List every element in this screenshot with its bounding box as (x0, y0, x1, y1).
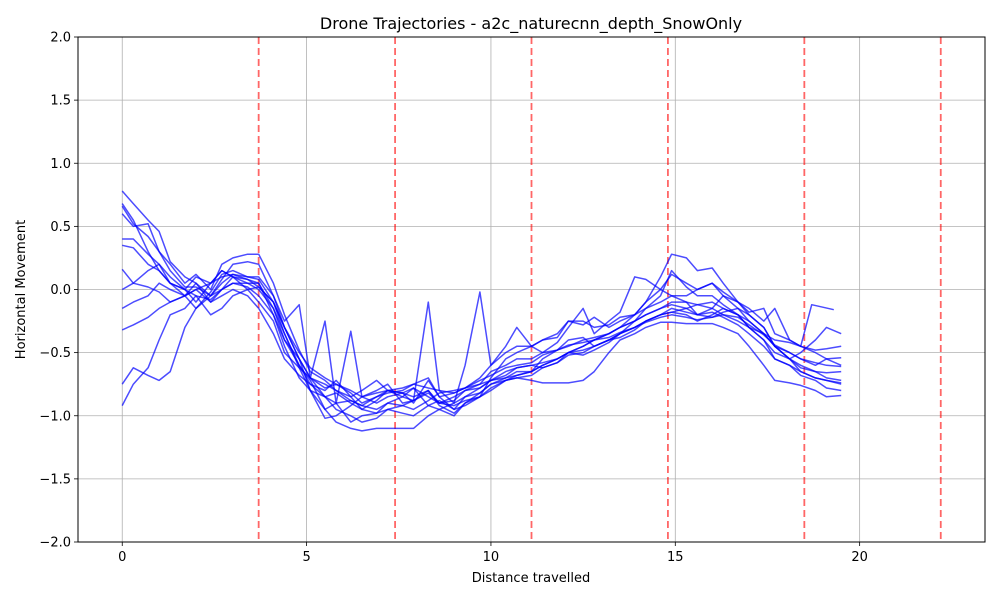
series-group (121, 190, 842, 432)
y-tick-label: 1.0 (50, 157, 71, 172)
trajectory-line (122, 238, 842, 423)
y-axis-ticks: −2.0 −1.5 −1.0 −0.5 0.0 0.5 1.0 1.5 2.0 (39, 31, 78, 551)
x-tick-label: 5 (302, 550, 310, 565)
trajectory-line (121, 263, 842, 404)
trajectory-line (121, 205, 834, 404)
trajectory-line (121, 273, 842, 398)
trajectory-line (121, 268, 842, 407)
y-tick-label: 2.0 (50, 31, 71, 46)
y-tick-label: −1.0 (39, 409, 71, 424)
chart-title: Drone Trajectories - a2c_naturecnn_depth… (320, 14, 742, 34)
y-tick-label: 0.5 (50, 220, 71, 235)
y-tick-label: 0.0 (50, 283, 71, 298)
x-axis-ticks: 0 5 10 15 20 (118, 542, 868, 565)
y-tick-label: −1.5 (39, 472, 71, 487)
x-tick-label: 15 (667, 550, 684, 565)
y-tick-label: 1.5 (50, 94, 71, 109)
x-tick-label: 0 (118, 550, 126, 565)
x-tick-label: 10 (483, 550, 500, 565)
trajectory-line (121, 282, 842, 423)
y-tick-label: −0.5 (39, 346, 71, 361)
y-tick-label: −2.0 (39, 536, 71, 551)
x-axis-label: Distance travelled (472, 571, 591, 586)
vertical-markers (257, 37, 942, 542)
x-tick-label: 20 (851, 550, 868, 565)
y-axis-label: Horizontal Movement (14, 220, 29, 359)
trajectory-line (121, 282, 842, 432)
